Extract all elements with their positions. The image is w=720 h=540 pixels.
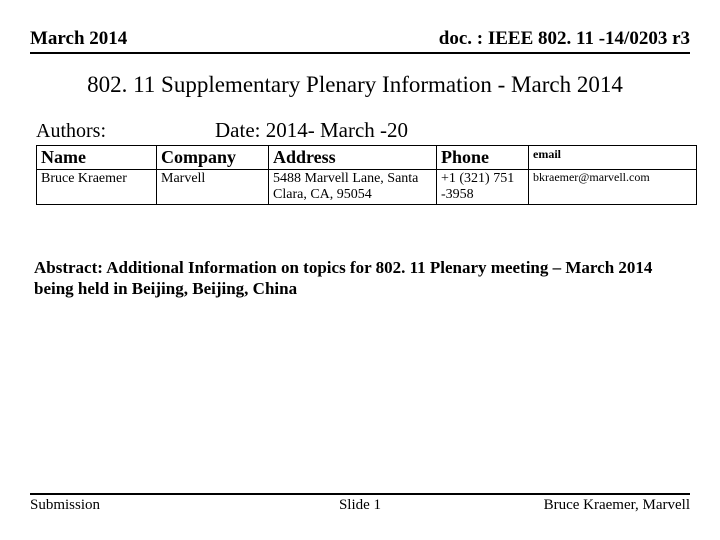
table-header-row: Name Company Address Phone email <box>37 146 697 170</box>
cell-address: 5488 Marvell Lane, Santa Clara, CA, 9505… <box>269 170 437 205</box>
footer-left: Submission <box>30 497 100 514</box>
footer-line: Submission Slide 1 Bruce Kraemer, Marvel… <box>30 493 690 514</box>
footer-slide-number: Slide 1 <box>339 497 381 514</box>
header-doc-id: doc. : IEEE 802. 11 -14/0203 r3 <box>439 28 690 50</box>
header-row: March 2014 doc. : IEEE 802. 11 -14/0203 … <box>30 28 690 54</box>
cell-email: bkraemer@marvell.com <box>529 170 697 205</box>
authors-date-row: Authors: Date: 2014- March -20 <box>30 118 690 143</box>
abstract-text: Abstract: Additional Information on topi… <box>30 257 690 300</box>
header-date: March 2014 <box>30 28 127 50</box>
cell-phone: +1 (321) 751 -3958 <box>437 170 529 205</box>
col-header-name: Name <box>37 146 157 170</box>
footer: Submission Slide 1 Bruce Kraemer, Marvel… <box>30 493 690 514</box>
footer-right: Bruce Kraemer, Marvell <box>544 497 690 514</box>
authors-table: Name Company Address Phone email Bruce K… <box>36 145 697 205</box>
col-header-address: Address <box>269 146 437 170</box>
cell-company: Marvell <box>157 170 269 205</box>
page-title: 802. 11 Supplementary Plenary Informatio… <box>20 72 690 98</box>
table-row: Bruce Kraemer Marvell 5488 Marvell Lane,… <box>37 170 697 205</box>
col-header-company: Company <box>157 146 269 170</box>
col-header-email: email <box>529 146 697 170</box>
cell-name: Bruce Kraemer <box>37 170 157 205</box>
col-header-phone: Phone <box>437 146 529 170</box>
date-line: Date: 2014- March -20 <box>215 118 408 143</box>
authors-label: Authors: <box>30 120 180 143</box>
